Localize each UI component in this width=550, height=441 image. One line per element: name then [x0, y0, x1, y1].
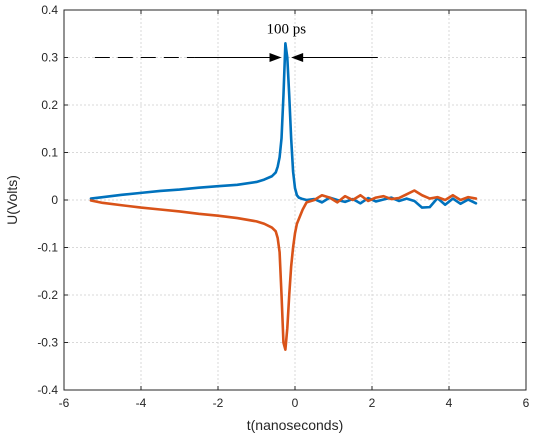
- annotation-left-arrowhead: [269, 53, 282, 62]
- x-tick-label: -6: [59, 396, 70, 410]
- y-tick-label: -0.4: [37, 383, 58, 397]
- x-tick-label: 4: [446, 396, 453, 410]
- x-tick-label: 6: [523, 396, 530, 410]
- y-tick-label: -0.2: [37, 288, 58, 302]
- annotation-right-arrowhead: [291, 53, 304, 62]
- x-tick-label: -2: [213, 396, 224, 410]
- series-group: [89, 41, 478, 351]
- y-tick-label: 0.4: [41, 3, 58, 17]
- y-tick-label: 0.3: [41, 51, 58, 65]
- annotation-group: 100 ps: [94, 22, 378, 62]
- y-tick-label: 0: [51, 193, 58, 207]
- series-line-1: [89, 41, 478, 209]
- y-tick-label: -0.1: [37, 241, 58, 255]
- tick-group: -6 -4 -2 0 2 4 6 -0.4 -0.3 -0.2 -0.1 0 0.1 0.2 0.3 0.4: [37, 3, 529, 410]
- x-tick-label: -4: [136, 396, 147, 410]
- y-tick-label: -0.3: [37, 336, 58, 350]
- x-axis-label: t(nanoseconds): [247, 417, 344, 433]
- y-tick-label: 0.1: [41, 146, 58, 160]
- annotation-text: 100 ps: [267, 22, 307, 38]
- y-tick-label: 0.2: [41, 98, 58, 112]
- y-axis-label: U(Volts): [4, 175, 20, 225]
- x-tick-label: 0: [292, 396, 299, 410]
- x-tick-label: 2: [369, 396, 376, 410]
- series-line-2: [89, 189, 478, 351]
